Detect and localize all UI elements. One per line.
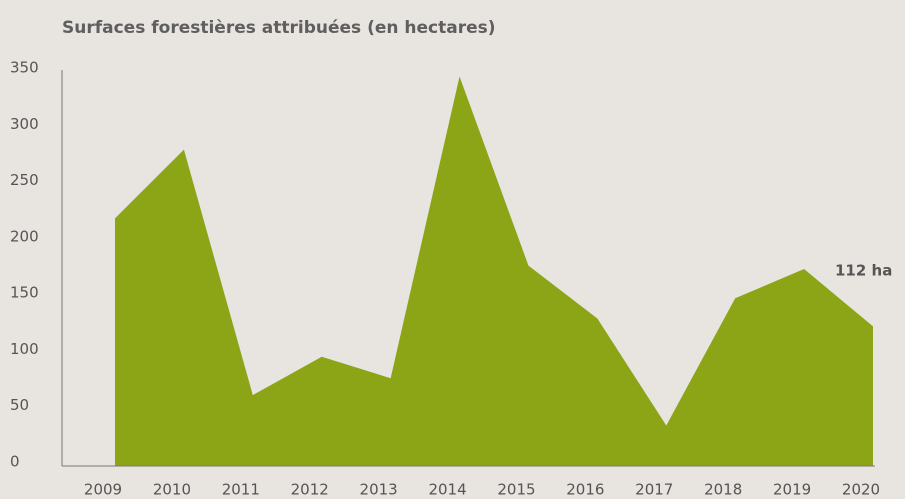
x-tick-label: 2016 <box>566 481 604 499</box>
x-tick-label: 2012 <box>291 481 329 499</box>
x-tick-label: 2015 <box>497 481 535 499</box>
x-tick-label: 2020 <box>842 481 880 499</box>
y-tick-label: 50 <box>10 396 29 414</box>
y-tick-label: 250 <box>10 171 39 189</box>
x-tick-label: 2014 <box>428 481 466 499</box>
y-tick-label: 350 <box>10 59 39 77</box>
x-tick-label: 2011 <box>222 481 260 499</box>
chart-title: Surfaces forestières attribuées (en hect… <box>62 18 496 38</box>
x-tick-label: 2010 <box>153 481 191 499</box>
area <box>115 76 873 466</box>
y-tick-label: 100 <box>10 340 39 358</box>
x-tick-label: 2009 <box>84 481 122 499</box>
x-tick-label: 2018 <box>704 481 742 499</box>
y-tick-label: 300 <box>10 115 39 133</box>
x-tick-label: 2017 <box>635 481 673 499</box>
y-tick-label: 200 <box>10 227 39 245</box>
x-tick-label: 2013 <box>360 481 398 499</box>
x-tick-label: 2019 <box>773 481 811 499</box>
annotation: 112 ha <box>835 262 892 280</box>
y-tick-label: 150 <box>10 284 39 302</box>
y-tick-label: 0 <box>10 453 20 471</box>
